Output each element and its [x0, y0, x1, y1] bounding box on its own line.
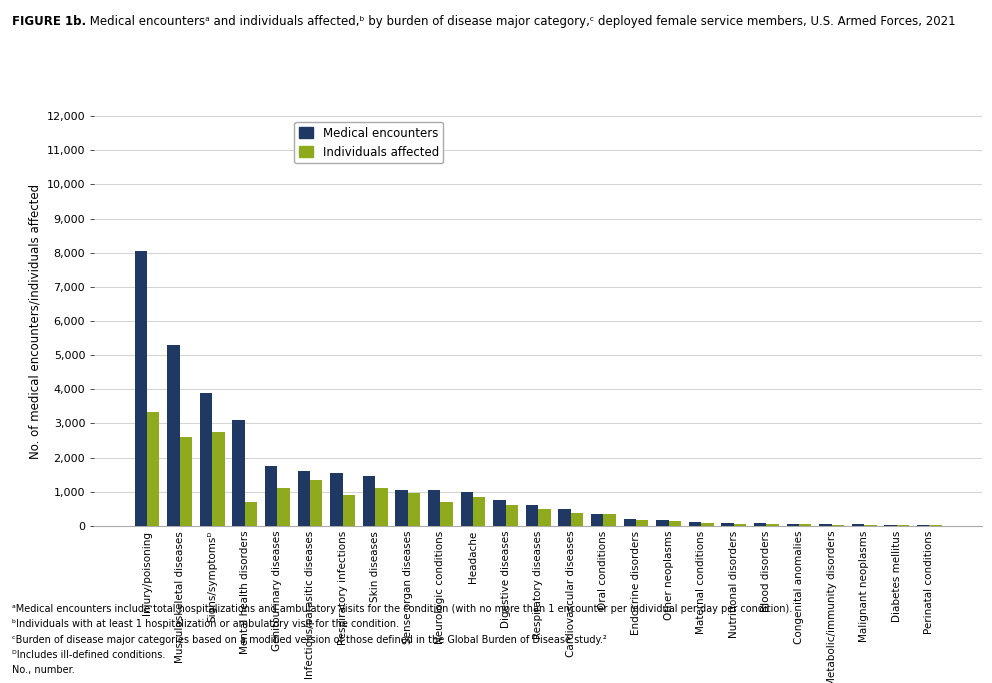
Bar: [440, 502, 452, 526]
Bar: [787, 524, 799, 526]
Bar: [310, 479, 322, 526]
Bar: [538, 509, 551, 526]
Text: No., number.: No., number.: [12, 665, 74, 675]
Legend: Medical encounters, Individuals affected: Medical encounters, Individuals affected: [295, 122, 443, 163]
Bar: [180, 437, 192, 526]
Bar: [473, 497, 485, 526]
Bar: [624, 519, 636, 526]
Bar: [688, 522, 701, 526]
Bar: [864, 525, 877, 526]
Bar: [799, 525, 811, 526]
Bar: [884, 525, 897, 526]
Bar: [342, 495, 355, 526]
Bar: [330, 473, 342, 526]
Bar: [265, 466, 278, 526]
Text: FIGURE 1b.: FIGURE 1b.: [12, 15, 86, 28]
Bar: [831, 525, 844, 526]
Bar: [245, 502, 257, 526]
Text: ᵃMedical encounters include total hospitalizations and ambulatory visits for the: ᵃMedical encounters include total hospit…: [12, 604, 793, 615]
Bar: [897, 525, 909, 526]
Bar: [168, 345, 180, 526]
Text: ᶜBurden of disease major categories based on a modified version of those defined: ᶜBurden of disease major categories base…: [12, 635, 607, 645]
Bar: [701, 523, 713, 526]
Bar: [656, 520, 669, 526]
Bar: [669, 520, 681, 526]
Bar: [199, 393, 212, 526]
Bar: [819, 524, 831, 526]
Text: ᴰIncludes ill-defined conditions.: ᴰIncludes ill-defined conditions.: [12, 650, 166, 660]
Bar: [506, 505, 518, 526]
Bar: [591, 514, 603, 526]
Bar: [363, 477, 375, 526]
Bar: [135, 251, 147, 526]
Bar: [428, 490, 440, 526]
Bar: [852, 525, 864, 526]
Y-axis label: No. of medical encounters/individuals affected: No. of medical encounters/individuals af…: [28, 184, 41, 458]
Bar: [408, 493, 421, 526]
Bar: [636, 520, 649, 526]
Bar: [558, 509, 570, 526]
Text: Medical encountersᵃ and individuals affected,ᵇ by burden of disease major catego: Medical encountersᵃ and individuals affe…: [86, 15, 955, 28]
Bar: [147, 411, 160, 526]
Bar: [232, 420, 245, 526]
Bar: [278, 488, 290, 526]
Bar: [603, 514, 616, 526]
Bar: [767, 524, 779, 526]
Bar: [493, 500, 506, 526]
Bar: [754, 523, 767, 526]
Bar: [526, 505, 539, 526]
Bar: [298, 471, 310, 526]
Bar: [375, 488, 388, 526]
Text: ᵇIndividuals with at least 1 hospitalization or ambulatory visit for the conditi: ᵇIndividuals with at least 1 hospitaliza…: [12, 619, 399, 630]
Bar: [570, 513, 583, 526]
Bar: [460, 492, 473, 526]
Bar: [734, 523, 746, 526]
Bar: [396, 490, 408, 526]
Bar: [212, 432, 224, 526]
Bar: [917, 525, 930, 526]
Bar: [721, 523, 734, 526]
